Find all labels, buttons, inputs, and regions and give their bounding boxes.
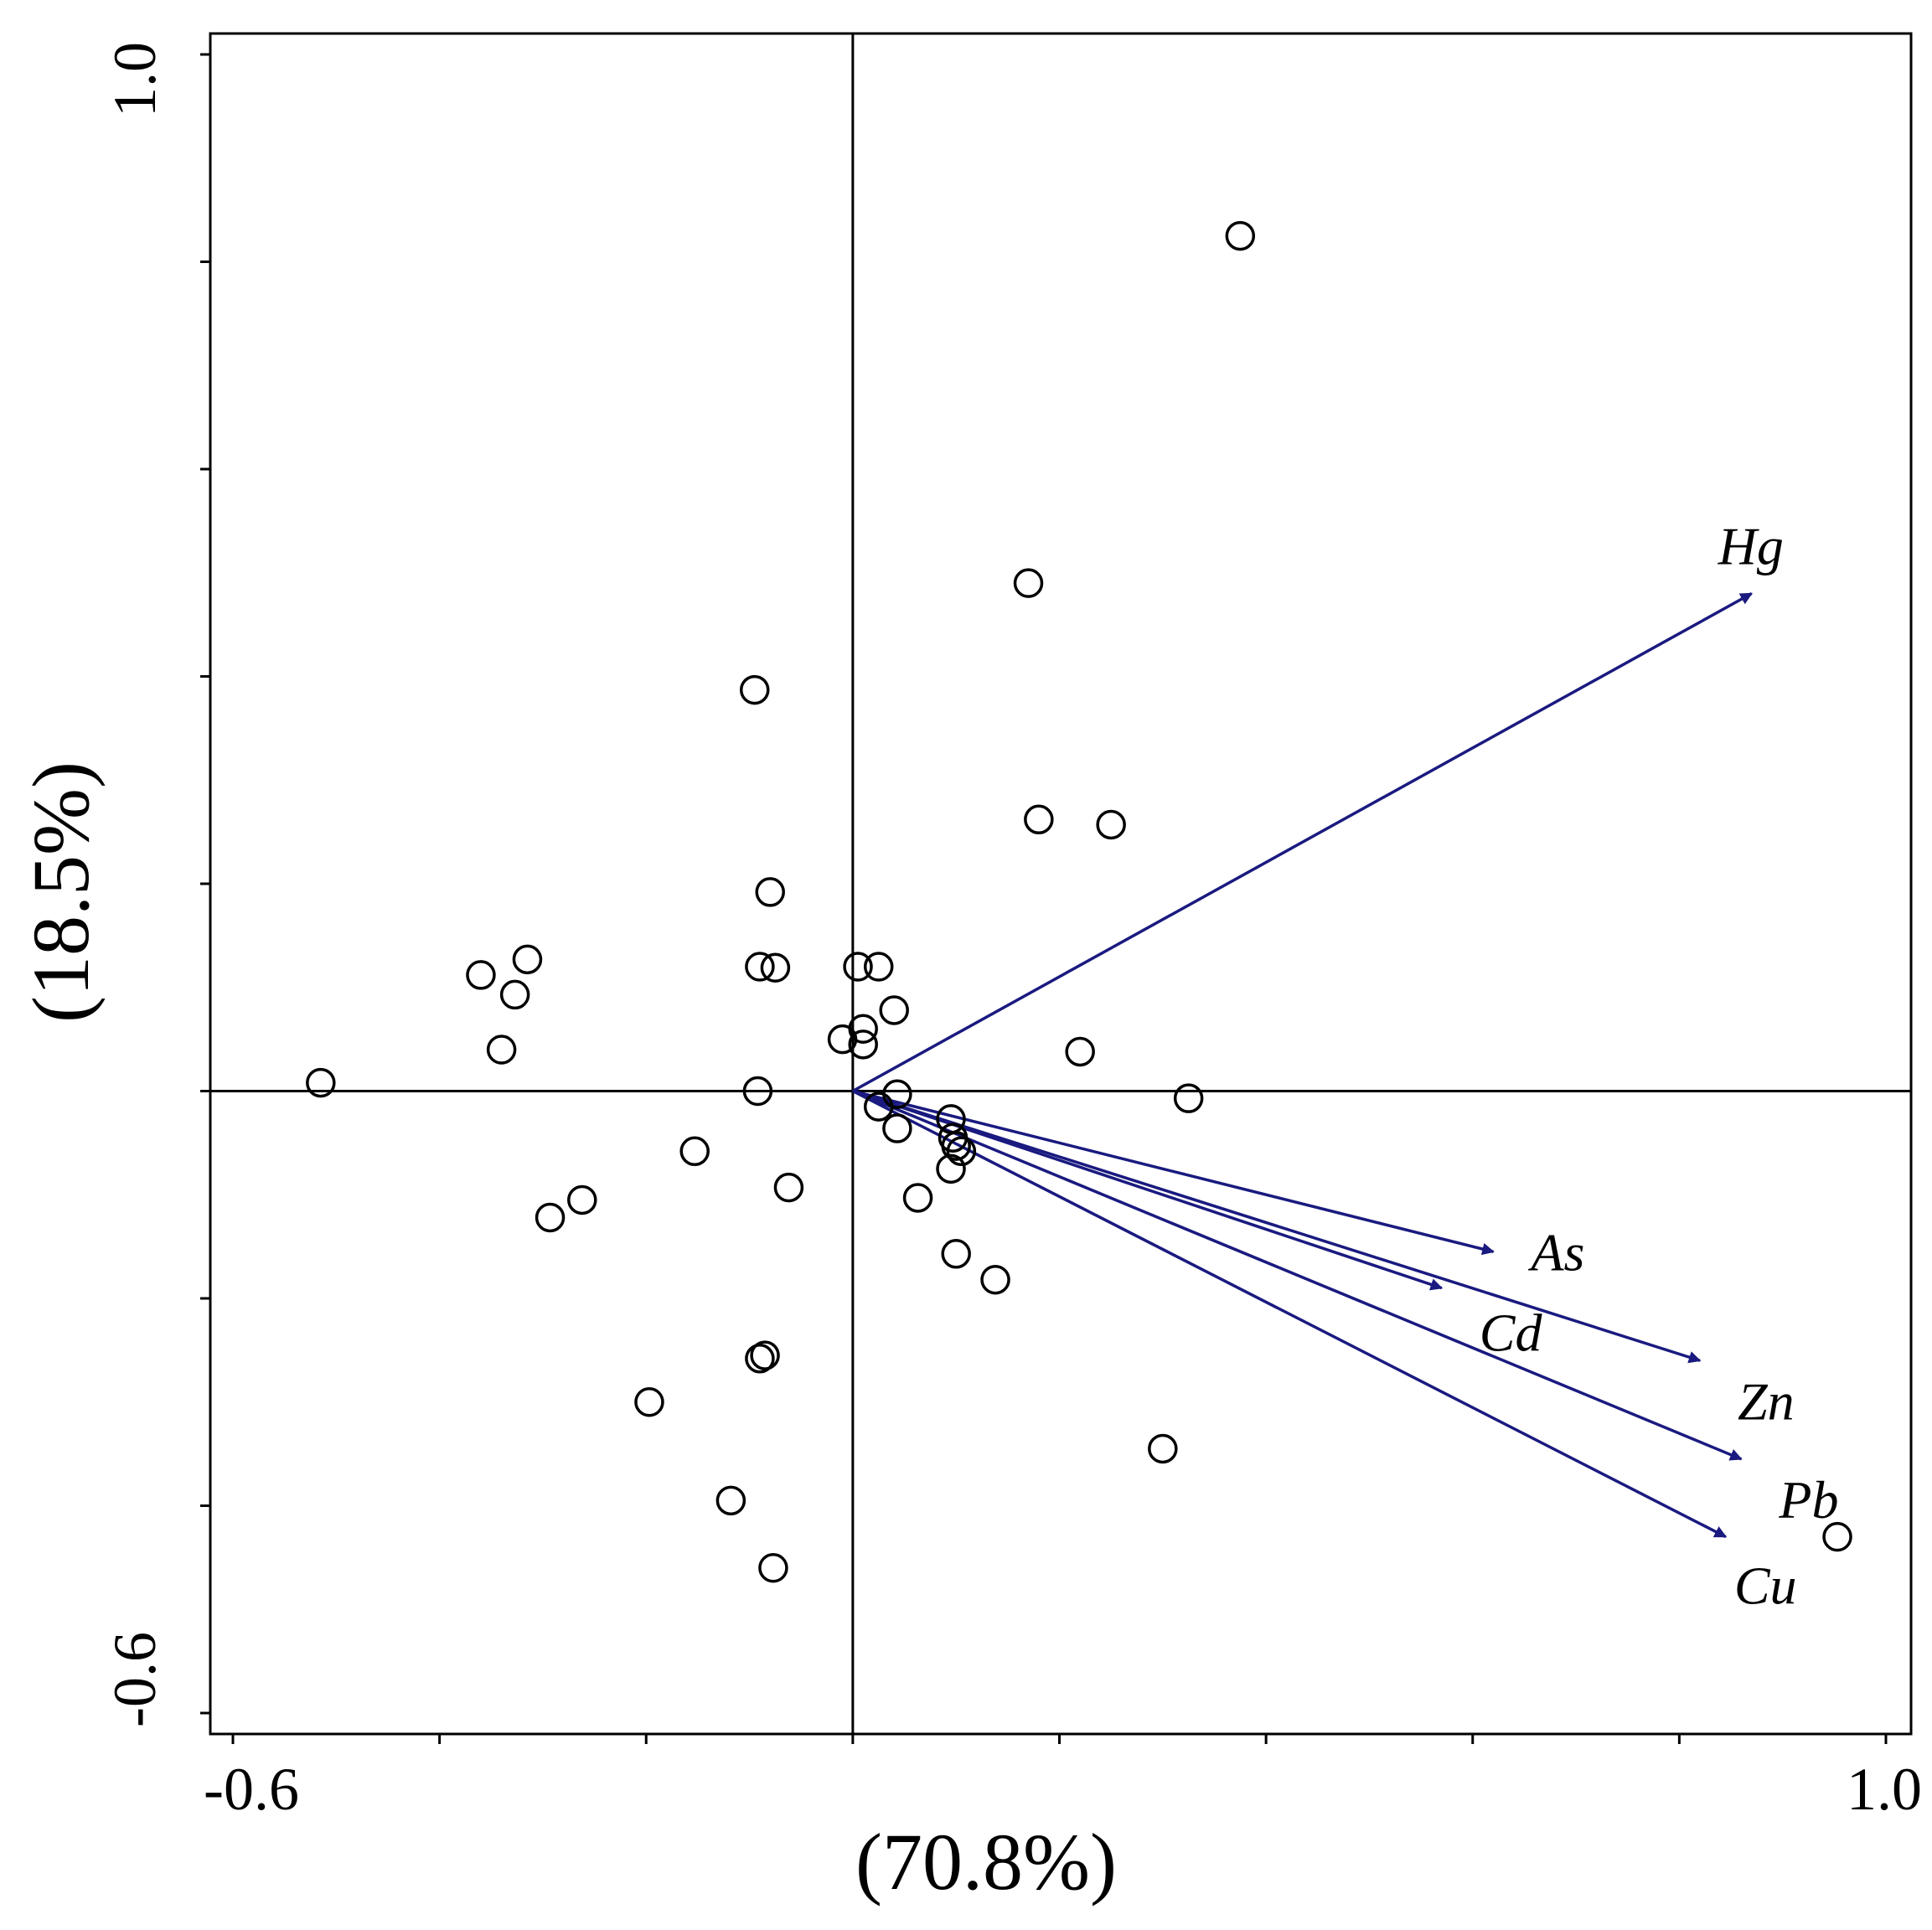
sample-point — [843, 952, 873, 982]
sample-point — [827, 1024, 858, 1055]
sample-point — [941, 1131, 971, 1161]
sample-point — [946, 1136, 977, 1167]
sample-point — [1096, 809, 1126, 840]
sample-point — [773, 1172, 804, 1203]
sample-point — [486, 1035, 517, 1065]
vector-label-pb: Pb — [1778, 1470, 1838, 1530]
sample-point — [863, 1091, 894, 1122]
sample-point — [512, 944, 543, 975]
vector-label-cd: Cd — [1480, 1303, 1543, 1363]
x-tick-label: -0.6 — [204, 1756, 299, 1823]
vector-cu — [852, 1089, 1728, 1539]
sample-point — [745, 1344, 775, 1374]
y-tick-label: -0.6 — [101, 1632, 168, 1727]
sample-point — [863, 952, 894, 982]
sample-point — [760, 952, 791, 983]
sample-point — [758, 1553, 788, 1583]
sample-point — [715, 1485, 746, 1516]
sample-point — [499, 979, 530, 1010]
sample-point — [879, 995, 909, 1025]
x-axis-title: (70.8%) — [855, 1817, 1117, 1907]
sample-point — [1013, 568, 1044, 598]
tick-labels: -0.6 1.0 1.0 -0.6 — [101, 42, 1922, 1823]
sample-point — [1822, 1521, 1852, 1552]
loading-vectors: Hg As Cd Zn Pb Cu — [852, 517, 1838, 1616]
sample-point — [567, 1184, 597, 1215]
vector-hg — [852, 591, 1753, 1093]
sample-point — [882, 1113, 912, 1143]
vector-label-hg: Hg — [1718, 517, 1784, 576]
y-tick-label: 1.0 — [101, 42, 168, 117]
x-tick-label: 1.0 — [1847, 1756, 1922, 1823]
sample-point — [980, 1264, 1010, 1295]
vector-zn — [852, 1089, 1702, 1364]
axis-ticks — [200, 53, 1888, 1744]
sample-point — [1148, 1433, 1178, 1464]
vector-label-zn: Zn — [1738, 1371, 1795, 1431]
sample-point — [1024, 804, 1054, 835]
sample-point — [750, 1340, 780, 1370]
sample-point — [902, 1183, 933, 1213]
sample-points — [306, 220, 1852, 1583]
sample-point — [466, 960, 496, 990]
sample-point — [1173, 1083, 1204, 1113]
vector-as — [852, 1089, 1495, 1256]
sample-point — [679, 1136, 710, 1167]
sample-point — [936, 1153, 966, 1184]
vector-label-as: As — [1527, 1222, 1584, 1282]
sample-point — [535, 1202, 566, 1233]
y-axis-title: (18.5%) — [16, 761, 106, 1023]
sample-point — [306, 1067, 336, 1098]
zero-lines — [210, 34, 1911, 1734]
sample-point — [1225, 220, 1256, 251]
sample-point — [1065, 1036, 1095, 1067]
vector-pb — [852, 1089, 1743, 1461]
sample-point — [634, 1387, 664, 1417]
sample-point — [848, 1030, 878, 1060]
vector-label-cu: Cu — [1734, 1556, 1797, 1616]
sample-point — [745, 952, 775, 982]
sample-point — [941, 1239, 971, 1269]
sample-point — [739, 674, 770, 705]
plot-frame — [209, 32, 1913, 1736]
sample-point — [755, 877, 785, 907]
sample-point — [742, 1076, 773, 1107]
